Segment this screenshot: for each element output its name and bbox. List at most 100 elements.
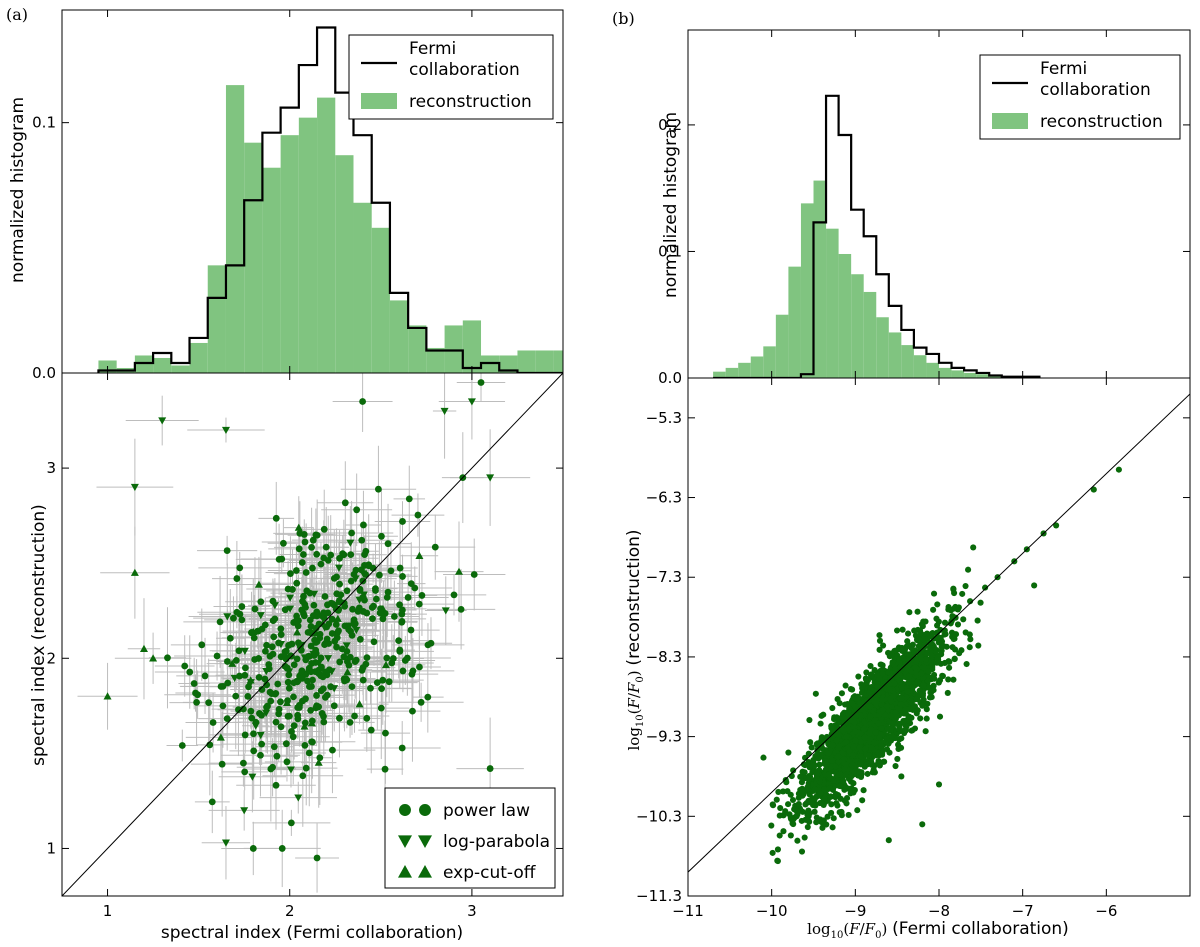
- a-hist-bar: [262, 167, 281, 373]
- data-point: [975, 642, 982, 649]
- data-point: [923, 715, 930, 722]
- data-point: [285, 684, 293, 692]
- data-point: [308, 683, 315, 690]
- data-point: [879, 706, 886, 713]
- data-point: [902, 706, 909, 713]
- data-point: [862, 745, 869, 752]
- data-point: [814, 768, 821, 775]
- data-point: [828, 801, 835, 808]
- data-point: [835, 753, 842, 760]
- data-point: [868, 671, 875, 678]
- a-hist-legend-fermi-label: Fermi collaboration: [409, 39, 520, 80]
- data-point: [845, 725, 852, 733]
- data-point: [352, 626, 361, 635]
- data-point: [908, 645, 915, 652]
- data-point: [811, 786, 819, 793]
- data-point: [355, 700, 364, 708]
- a-scatter-plot-area: [62, 373, 563, 896]
- data-point: [317, 672, 325, 680]
- data-point: [938, 647, 945, 654]
- data-point: [897, 700, 904, 708]
- data-point: [926, 644, 933, 651]
- data-point: [310, 590, 319, 598]
- data-point: [929, 630, 936, 637]
- data-point: [411, 584, 419, 592]
- data-point: [967, 636, 974, 643]
- data-point: [951, 656, 958, 663]
- data-point: [809, 795, 816, 802]
- data-point: [937, 626, 944, 634]
- data-point: [843, 784, 850, 791]
- a-hist-bar: [499, 355, 518, 373]
- data-point: [351, 712, 358, 720]
- data-point: [322, 543, 330, 551]
- data-point: [370, 638, 378, 646]
- data-point: [944, 689, 951, 697]
- data-point: [837, 795, 844, 802]
- data-point: [396, 601, 403, 609]
- data-point: [892, 762, 899, 770]
- data-point: [304, 653, 312, 660]
- data-point: [293, 655, 301, 663]
- data-point: [922, 728, 929, 735]
- a-hist-bar: [298, 117, 318, 373]
- data-point: [919, 702, 926, 709]
- data-point: [914, 608, 921, 615]
- data-point: [843, 715, 850, 722]
- data-point: [455, 567, 464, 575]
- data-point: [335, 627, 342, 635]
- data-point: [871, 769, 878, 776]
- data-point: [817, 790, 824, 797]
- a-scatter-legend-marker: [398, 835, 412, 848]
- data-point: [787, 814, 794, 821]
- data-point: [859, 706, 866, 713]
- data-point: [350, 621, 358, 629]
- data-point: [794, 837, 801, 844]
- data-point: [313, 550, 321, 558]
- b-scatter-xtick-label: −7: [1012, 902, 1034, 920]
- svg-text:log10(F/F0) (Fermi collaborati: log10(F/F0) (Fermi collaboration): [807, 919, 1069, 941]
- data-point: [263, 681, 271, 689]
- data-point: [277, 698, 284, 706]
- data-point: [327, 683, 335, 691]
- data-point: [218, 760, 226, 768]
- data-point: [256, 731, 265, 740]
- data-point: [198, 641, 206, 649]
- data-point: [862, 675, 869, 682]
- a-hist-bar: [244, 142, 263, 373]
- data-point: [858, 738, 865, 745]
- data-point: [293, 579, 301, 587]
- data-point: [857, 759, 864, 766]
- data-point: [486, 474, 495, 482]
- data-point: [282, 653, 290, 661]
- data-point: [919, 690, 927, 697]
- a-scatter-xlabel: spectral index (Fermi collaboration): [161, 923, 463, 943]
- data-point: [313, 531, 321, 539]
- data-point: [878, 742, 885, 749]
- data-point: [939, 672, 946, 679]
- a-hist-fermi-step: [97, 26, 563, 373]
- data-point: [760, 754, 767, 761]
- data-point: [270, 633, 278, 641]
- data-point: [776, 832, 783, 839]
- data-point: [825, 750, 832, 757]
- a-hist-bar: [517, 350, 536, 373]
- data-point: [935, 679, 942, 686]
- data-point: [226, 634, 234, 642]
- data-point: [330, 702, 338, 710]
- b-scatter-diagonal: [688, 393, 1190, 873]
- data-point: [812, 690, 819, 697]
- data-point: [308, 738, 316, 746]
- data-point: [208, 798, 216, 806]
- data-point: [250, 634, 258, 642]
- data-point: [279, 539, 287, 547]
- data-point: [917, 649, 924, 656]
- data-point: [300, 612, 308, 620]
- data-point: [828, 722, 835, 730]
- a-hist-bar: [462, 320, 482, 373]
- data-point: [298, 667, 306, 675]
- data-point: [294, 794, 303, 802]
- data-point: [181, 662, 189, 670]
- data-point: [213, 652, 221, 660]
